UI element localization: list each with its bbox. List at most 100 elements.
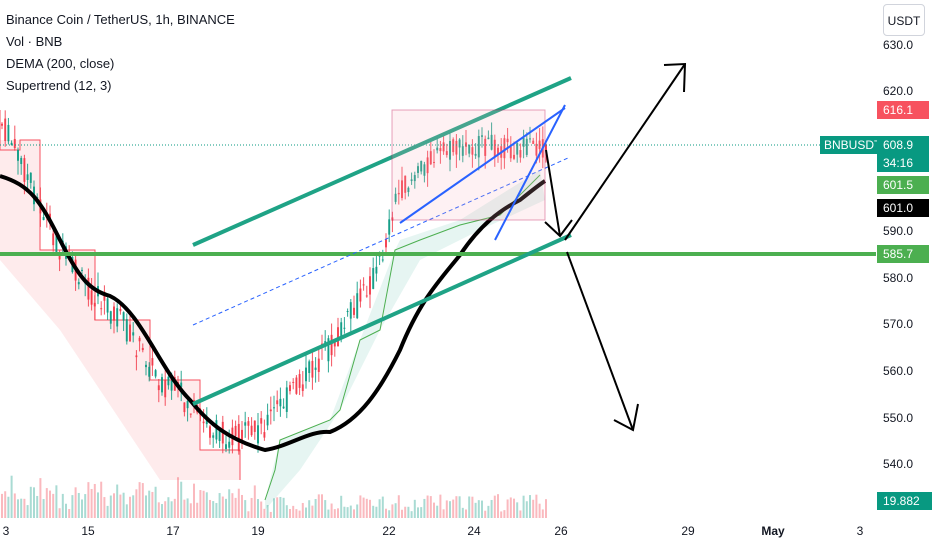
candle-body: [237, 423, 240, 452]
volume-bar: [202, 490, 205, 518]
volume-bar: [36, 495, 39, 518]
price-chart[interactable]: [0, 0, 932, 520]
volume-bar: [212, 501, 215, 518]
volume-bar: [199, 490, 202, 518]
candle-body: [87, 277, 90, 300]
candle-body: [90, 290, 93, 305]
candle-body: [356, 293, 359, 319]
candle-body: [186, 400, 189, 409]
candle-body: [234, 425, 237, 436]
candle-body: [100, 308, 103, 310]
volume-bar: [481, 500, 483, 518]
candle-body: [122, 312, 125, 321]
supertrend-indicator-label[interactable]: Supertrend (12, 3): [6, 78, 112, 93]
candle-body: [525, 138, 528, 155]
candle-body: [269, 409, 272, 412]
volume-bar: [327, 509, 330, 518]
candle-body: [215, 420, 218, 440]
wedge-line-upper: [399, 107, 566, 224]
volume-bar: [260, 501, 263, 518]
volume-bar: [132, 495, 135, 518]
volume-bar: [445, 500, 448, 518]
volume-bar: [455, 496, 458, 518]
volume-indicator-label[interactable]: Vol · BNB: [6, 34, 63, 49]
volume-bar: [141, 483, 144, 518]
volume-bar: [1, 493, 3, 518]
drawings-layer[interactable]: [0, 62, 876, 453]
volume-bar: [17, 499, 19, 518]
volume-bar: [122, 492, 125, 518]
volume-bar: [391, 504, 394, 518]
last-price-tag: 608.9: [877, 136, 929, 154]
volume-bar: [314, 499, 317, 518]
candle-body: [493, 139, 496, 157]
volume-bar: [186, 498, 189, 518]
volume-bar: [301, 502, 304, 518]
candle-body: [452, 139, 455, 153]
volume-bar: [468, 496, 471, 518]
candle-body: [205, 418, 208, 425]
candle-body: [301, 384, 304, 392]
volume-bar: [209, 499, 211, 518]
symbol-title[interactable]: Binance Coin / TetherUS, 1h, BINANCE: [6, 12, 235, 27]
volume-bar: [205, 492, 208, 518]
volume-bar: [167, 497, 170, 518]
volume-bar: [273, 498, 275, 518]
volume-bar: [497, 494, 499, 518]
candle-body: [465, 142, 467, 147]
currency-button[interactable]: USDT: [883, 4, 925, 36]
candle-body: [77, 282, 80, 285]
candle-body: [481, 135, 483, 137]
volume-bar: [161, 504, 163, 518]
volume-bar: [394, 503, 397, 518]
volume-bar: [183, 499, 186, 518]
candle-body: [125, 319, 128, 342]
volume-bar: [215, 502, 218, 518]
volume-bar: [525, 501, 528, 518]
volume-bar: [145, 495, 147, 518]
price-tick: 590.0: [883, 224, 914, 238]
candle-body: [375, 266, 378, 274]
candle-body: [93, 302, 96, 307]
dema-indicator-label[interactable]: DEMA (200, close): [6, 56, 115, 71]
candle-body: [167, 376, 170, 386]
countdown-tag: 34:16: [877, 154, 929, 172]
candle-body: [426, 157, 429, 174]
volume-bar: [365, 498, 368, 518]
volume-bar: [346, 507, 349, 518]
volume-bar: [4, 491, 7, 518]
candle-body: [109, 311, 112, 324]
volume-bar: [330, 503, 333, 518]
volume-bar: [81, 499, 83, 518]
candle-body: [81, 269, 83, 271]
candle-body: [282, 406, 285, 409]
candle-body: [378, 255, 381, 257]
volume-bar: [423, 498, 426, 518]
volume-bar: [151, 491, 154, 518]
candle-body: [407, 187, 410, 193]
dema-line: [0, 174, 547, 453]
candle-body: [439, 148, 442, 152]
volume-bar: [42, 499, 45, 518]
volume-bar: [484, 510, 487, 518]
volume-bar: [23, 498, 26, 518]
volume-bar: [106, 505, 109, 518]
volume-bar: [545, 499, 547, 518]
candle-body: [119, 308, 122, 312]
supertrend-up-zone: [265, 170, 545, 510]
volume-tag: 19.882 K: [877, 492, 932, 526]
volume-bar: [500, 511, 503, 518]
candle-body: [4, 118, 7, 142]
volume-bar: [279, 496, 282, 518]
candle-body: [529, 138, 531, 140]
candle-body: [132, 332, 135, 336]
volume-bar: [324, 500, 327, 518]
time-axis[interactable]: [0, 520, 932, 550]
volume-bar: [119, 494, 122, 518]
volume-bar: [138, 482, 141, 518]
volume-bar: [522, 495, 525, 518]
candle-body: [449, 140, 451, 160]
volume-bar: [359, 495, 362, 518]
candle-body: [417, 166, 419, 173]
candle-body: [365, 295, 368, 297]
